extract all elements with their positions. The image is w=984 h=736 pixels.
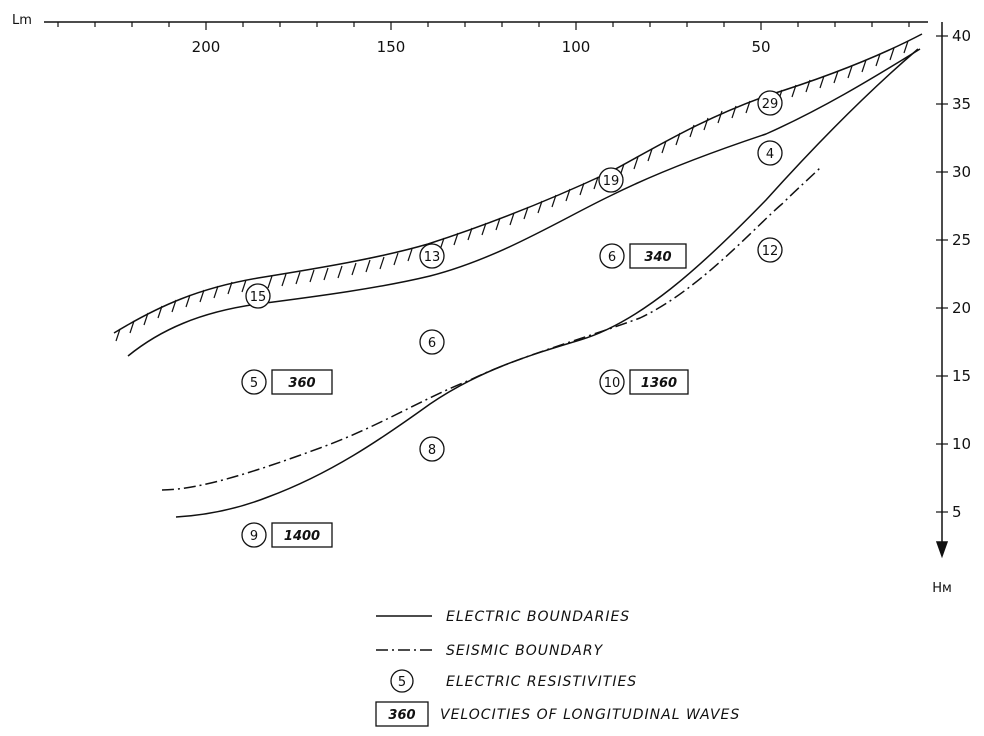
resistivity-value: 6	[608, 250, 616, 265]
y-tick-label: 35	[952, 95, 971, 113]
resistivity-marker	[419, 329, 445, 355]
velocity-value: 1360	[641, 376, 677, 391]
velocity-value: 360	[288, 376, 315, 391]
x-tick-label: 150	[377, 38, 406, 56]
resistivity-marker	[245, 283, 271, 309]
legend: ELECTRIC BOUNDARIES SEISMIC BOUNDARY 5 E…	[375, 609, 740, 727]
legend-velocity-swatch	[375, 701, 429, 727]
electric-boundary-upper	[127, 48, 921, 357]
y-tick-label: 20	[952, 299, 971, 317]
velocity-value: 1400	[284, 529, 320, 544]
legend-velocity-label: VELOCITIES OF LONGITUDINAL WAVES	[440, 707, 740, 723]
resistivity-value: 10	[604, 376, 621, 391]
resistivity-marker	[241, 522, 267, 548]
resistivity-marker	[757, 140, 783, 166]
y-axis-title: Hм	[932, 581, 952, 596]
y-axis-ticks	[936, 35, 948, 513]
x-tick-label: 50	[751, 38, 770, 56]
resistivity-marker	[599, 243, 625, 269]
resistivity-marker	[419, 243, 445, 269]
resistivity-marker	[757, 90, 783, 116]
electric-boundary-lower	[175, 48, 919, 518]
seismic-boundary	[161, 165, 823, 491]
y-tick-label: 5	[952, 503, 962, 521]
x-axis-title: Lm	[12, 13, 32, 28]
x-tick-label: 100	[562, 38, 591, 56]
velocity-box	[629, 243, 687, 269]
resistivity-marker	[599, 369, 625, 395]
velocity-box	[271, 522, 333, 548]
resistivity-marker	[241, 369, 267, 395]
x-axis-minor-ticks	[57, 22, 910, 30]
legend-resistivity-swatch	[390, 669, 414, 693]
x-tick-label: 200	[192, 38, 221, 56]
legend-velocity-sample: 360	[388, 708, 415, 723]
resistivity-value: 5	[250, 376, 258, 391]
y-tick-label: 25	[952, 231, 971, 249]
resistivity-value: 4	[766, 147, 774, 162]
velocity-value: 340	[644, 250, 671, 265]
resistivity-value: 8	[428, 443, 436, 458]
resistivity-value: 29	[762, 97, 779, 112]
resistivity-marker	[419, 436, 445, 462]
resistivity-value: 9	[250, 529, 258, 544]
y-tick-label: 40	[952, 27, 971, 45]
resistivity-value: 13	[424, 250, 441, 265]
y-tick-label: 30	[952, 163, 971, 181]
resistivity-marker	[757, 237, 783, 263]
legend-resistivity-label: ELECTRIC RESISTIVITIES	[446, 674, 637, 690]
legend-electric-label: ELECTRIC BOUNDARIES	[446, 609, 630, 625]
resistivity-value: 15	[250, 290, 267, 305]
y-axis-arrow-icon	[935, 541, 949, 559]
y-tick-label: 15	[952, 367, 971, 385]
legend-resistivity-sample: 5	[398, 675, 406, 690]
ground-surface-line	[113, 33, 923, 334]
velocity-box	[629, 369, 689, 395]
ground-surface-hatching	[115, 40, 909, 342]
legend-seismic-label: SEISMIC BOUNDARY	[446, 643, 604, 659]
velocity-box	[271, 369, 333, 395]
resistivity-value: 6	[428, 336, 436, 351]
resistivity-marker	[598, 167, 624, 193]
resistivity-value: 19	[603, 174, 620, 189]
resistivity-value: 12	[762, 244, 779, 259]
y-tick-label: 10	[952, 435, 971, 453]
